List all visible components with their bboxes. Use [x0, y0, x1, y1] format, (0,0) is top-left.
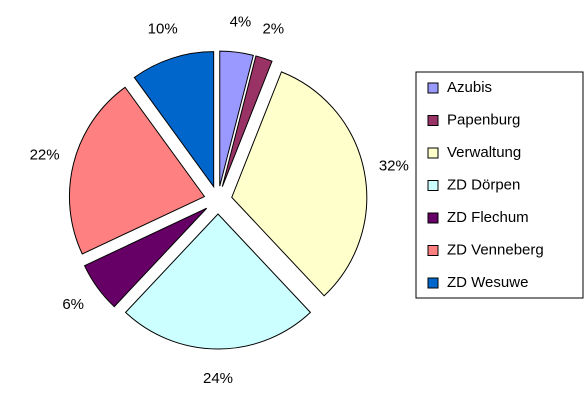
pie-slice — [221, 55, 273, 187]
legend-label: ZD Flechum — [447, 209, 529, 226]
pie-slice — [231, 71, 368, 297]
data-label: 24% — [203, 370, 233, 387]
pie-slice — [68, 86, 206, 255]
legend-swatch — [427, 147, 439, 159]
legend-label: ZD Wesuwe — [447, 274, 528, 291]
data-label: 10% — [148, 21, 178, 38]
legend-label: Azubis — [447, 79, 492, 96]
data-label: 2% — [262, 21, 284, 38]
data-label: 6% — [62, 296, 84, 313]
data-label: 22% — [30, 146, 60, 163]
pie-slice — [219, 50, 254, 187]
legend-swatch — [427, 115, 439, 126]
pie-slice — [133, 51, 215, 189]
legend-label: ZD Venneberg — [447, 241, 544, 258]
legend-label: Verwaltung — [447, 144, 521, 161]
data-label: 32% — [379, 157, 409, 174]
legend-swatch — [427, 245, 439, 256]
data-label: 4% — [230, 13, 252, 30]
legend-swatch — [427, 212, 439, 224]
legend-swatch — [427, 277, 439, 289]
pie-slice — [83, 207, 208, 308]
legend-swatch — [427, 82, 439, 94]
legend-label: Papenburg — [447, 111, 520, 128]
pie-slice — [124, 213, 312, 350]
legend-label: ZD Dörpen — [447, 176, 520, 193]
legend-swatch — [427, 180, 439, 191]
legend — [415, 71, 584, 299]
